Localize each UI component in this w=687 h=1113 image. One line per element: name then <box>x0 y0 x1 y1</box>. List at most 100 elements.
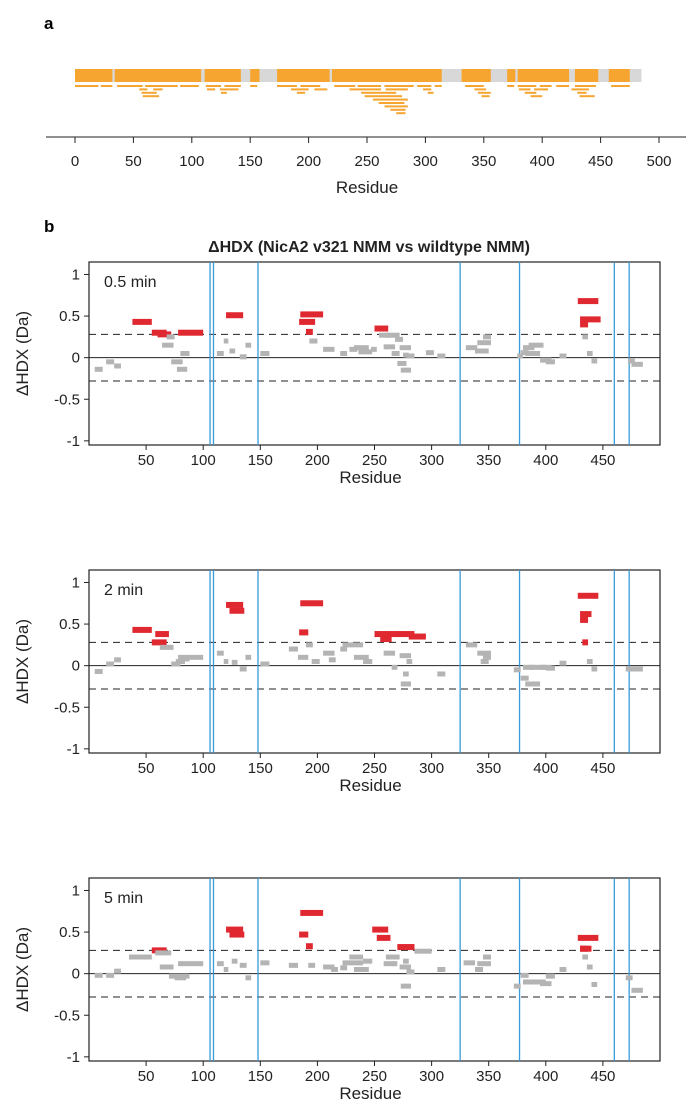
peptide-bar <box>579 95 595 98</box>
peptide-point <box>631 987 643 993</box>
y-tick-label: 1 <box>72 882 80 899</box>
covered-segment <box>608 69 630 82</box>
peptide-point <box>383 650 396 656</box>
peptide-point <box>395 336 404 342</box>
peptide-point <box>482 954 491 960</box>
peptide-point <box>631 666 643 672</box>
significant-peptide <box>132 318 152 325</box>
peptide-point <box>437 967 446 972</box>
peptide-point <box>482 654 491 660</box>
peptide-point <box>525 681 541 687</box>
peptide-bar <box>384 85 414 87</box>
peptide-point <box>323 964 335 970</box>
x-tick-label: 200 <box>305 760 330 777</box>
peptide-point <box>582 954 589 960</box>
peptide-point <box>308 962 316 968</box>
peptide-bar <box>145 85 178 87</box>
peptide-bar <box>357 85 382 87</box>
peptide-point <box>520 972 529 978</box>
peptide-bar <box>517 85 537 87</box>
y-tick-label: -1 <box>67 433 80 450</box>
plot-0-5-min: 1 0.5 0 -0.5 -1 50 100 150 200 250 300 350 400 450 Res… <box>13 261 661 487</box>
peptide-point <box>305 642 313 648</box>
significant-peptide <box>580 611 592 618</box>
peptide-point <box>180 973 190 979</box>
peptide-bar <box>296 91 306 94</box>
x-tick-label: 350 <box>476 452 501 469</box>
significant-peptide <box>577 934 599 941</box>
plot-2-min: 1 0.5 0 -0.5 -1 50 100 150 200 250 300 350 400 450 Res… <box>13 569 661 795</box>
covered-segment <box>75 69 113 82</box>
peptide-point <box>385 332 400 338</box>
peptide-point <box>586 351 593 356</box>
peptide-point <box>323 650 335 656</box>
significant-peptide <box>157 331 172 338</box>
peptide-point <box>474 348 483 354</box>
peptide-bar <box>100 85 113 87</box>
peptide-point <box>231 958 238 964</box>
significant-peptide <box>226 312 244 319</box>
peptide-point <box>288 646 298 652</box>
x-tick-label: 50 <box>125 153 142 170</box>
covered-segment <box>204 69 241 82</box>
peptide-point <box>477 961 491 967</box>
x-tick-label: 200 <box>296 153 321 170</box>
peptide-point <box>340 646 348 652</box>
significant-peptide <box>299 318 316 325</box>
peptide-point <box>477 340 491 346</box>
peptide-point <box>297 654 309 660</box>
peptide-point <box>477 650 491 656</box>
x-tick-label: 350 <box>476 760 501 777</box>
peptide-point <box>260 960 270 966</box>
y-axis-label: ΔHDX (Da) <box>13 311 32 396</box>
peptide-bar <box>556 85 570 87</box>
peptide-point <box>591 358 598 364</box>
peptide-point <box>406 969 415 975</box>
y-axis-label: ΔHDX (Da) <box>13 927 32 1012</box>
peptide-point <box>403 958 409 964</box>
peptide-bar <box>507 85 515 87</box>
peptide-point <box>480 348 489 354</box>
peptide-point <box>229 348 236 354</box>
peptide-point <box>400 367 412 373</box>
significant-peptide <box>408 633 426 640</box>
peptide-point <box>399 345 412 351</box>
covered-segment <box>461 69 491 82</box>
significant-peptide <box>374 631 389 638</box>
peptide-point <box>545 665 555 671</box>
peptide-point <box>625 975 633 981</box>
covered-segment <box>517 69 570 82</box>
plot-frame <box>88 877 661 1062</box>
covered-segment <box>507 69 516 82</box>
peptide-point <box>106 359 115 365</box>
peptide-bar <box>427 91 434 94</box>
peptide-point <box>414 948 432 954</box>
peptide-point <box>625 666 638 672</box>
x-tick-label: 50 <box>138 760 155 777</box>
peptide-bar <box>474 88 487 91</box>
peptide-bar <box>291 88 309 91</box>
significant-peptide <box>178 329 204 336</box>
timepoint-label: 2 min <box>104 582 143 599</box>
significant-peptide <box>376 934 391 941</box>
peptide-point <box>586 659 593 664</box>
x-tick-label: 100 <box>191 760 216 777</box>
peptide-point <box>406 353 415 359</box>
peptide-point <box>311 659 320 664</box>
significant-peptide <box>229 931 245 938</box>
significant-peptide <box>380 636 392 643</box>
peptide-point <box>239 666 247 672</box>
peptide-point <box>520 350 529 356</box>
significant-peptide <box>580 945 589 952</box>
peptide-point <box>383 344 396 350</box>
peptide-point <box>176 366 188 372</box>
y-tick-label: -0.5 <box>54 1007 80 1024</box>
y-tick-label: 0.5 <box>59 308 80 325</box>
x-tick-label: 0 <box>71 153 79 170</box>
peptide-point <box>128 954 152 960</box>
significant-peptide <box>577 592 599 599</box>
x-tick-label: 200 <box>305 452 330 469</box>
peptide-point <box>528 979 546 985</box>
peptide-point <box>245 342 252 348</box>
peptide-point <box>437 671 446 677</box>
